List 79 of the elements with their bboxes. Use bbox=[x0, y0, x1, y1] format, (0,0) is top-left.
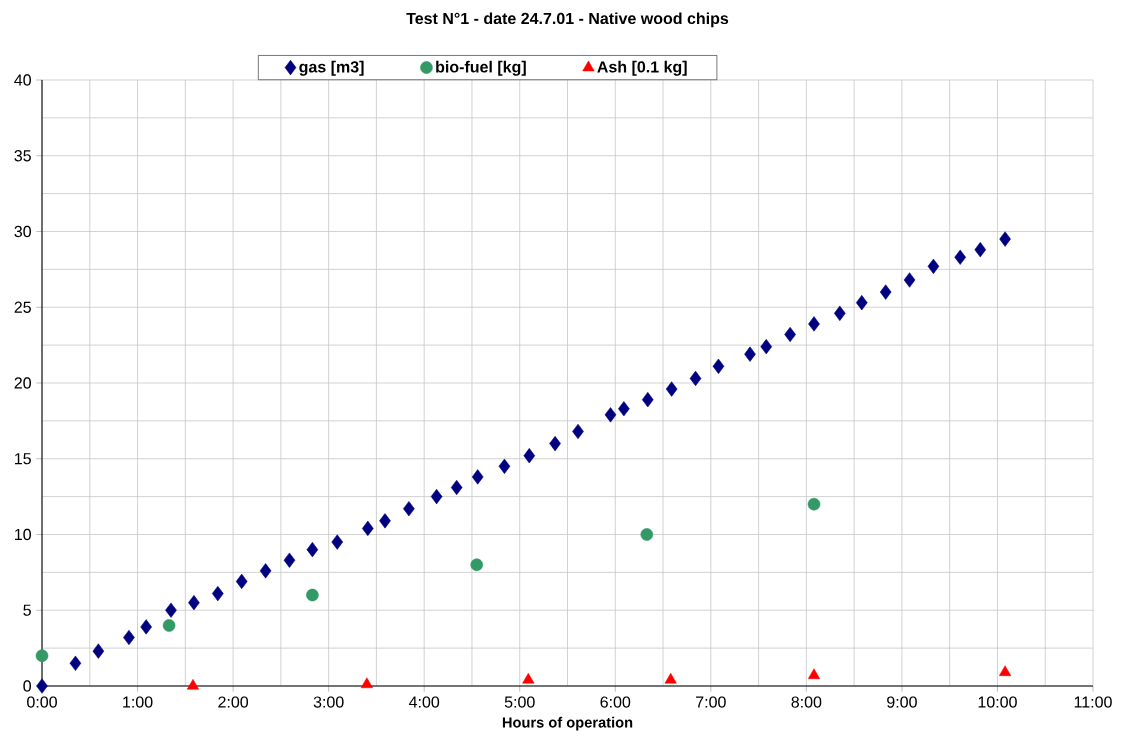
point bbox=[186, 679, 200, 690]
x-tick-label: 1:00 bbox=[123, 696, 153, 708]
y-tick-label: 10 bbox=[15, 528, 31, 541]
point bbox=[807, 497, 821, 511]
point bbox=[360, 677, 373, 689]
point bbox=[331, 534, 344, 550]
point bbox=[927, 258, 940, 274]
point bbox=[807, 668, 821, 679]
point bbox=[498, 458, 511, 474]
y-tick-label: 30 bbox=[14, 225, 31, 238]
x-tick-label: 6:00 bbox=[600, 696, 631, 708]
point bbox=[549, 435, 561, 452]
point bbox=[523, 448, 536, 464]
y-tick-label: 15 bbox=[15, 453, 31, 465]
point bbox=[471, 469, 484, 485]
point bbox=[879, 284, 892, 300]
point bbox=[641, 392, 654, 408]
point bbox=[165, 602, 177, 618]
point bbox=[604, 407, 617, 423]
x-tick-label: 7:00 bbox=[696, 696, 726, 708]
legend-label: bio-fuel [kg] bbox=[436, 60, 526, 76]
point bbox=[760, 339, 773, 355]
chart-title: Test N°1 - date 24.7.01 - Native wood chips bbox=[406, 12, 729, 28]
point bbox=[808, 316, 820, 332]
point bbox=[69, 655, 82, 671]
point bbox=[123, 629, 135, 646]
point bbox=[954, 249, 966, 265]
x-tick-label: 5:00 bbox=[504, 696, 535, 708]
x-tick-label: 0:00 bbox=[27, 696, 57, 708]
legend-label: Ash [0.1 kg] bbox=[597, 60, 687, 76]
point bbox=[362, 520, 374, 537]
point bbox=[430, 489, 443, 505]
point bbox=[903, 272, 916, 288]
point bbox=[689, 370, 702, 387]
legend-label: gas [m3] bbox=[299, 60, 364, 76]
point bbox=[856, 295, 868, 311]
point bbox=[712, 358, 725, 374]
point bbox=[665, 381, 678, 397]
x-tick-label: 4:00 bbox=[408, 696, 440, 708]
point bbox=[212, 585, 224, 602]
y-tick-label: 5 bbox=[23, 604, 31, 616]
x-tick-label: 9:00 bbox=[887, 696, 917, 708]
point bbox=[306, 588, 319, 602]
x-tick-label: 8:00 bbox=[791, 696, 822, 708]
point bbox=[640, 528, 654, 541]
point bbox=[188, 595, 200, 611]
point bbox=[664, 672, 677, 684]
point bbox=[522, 672, 535, 684]
point bbox=[784, 326, 796, 343]
point bbox=[999, 665, 1012, 676]
x-tick-label: 10:00 bbox=[978, 696, 1017, 708]
point bbox=[235, 573, 248, 590]
point bbox=[379, 513, 391, 529]
x-tick-label: 11:00 bbox=[1074, 696, 1112, 708]
point bbox=[92, 643, 105, 659]
point bbox=[618, 401, 630, 417]
point bbox=[572, 423, 584, 440]
y-tick-label: 0 bbox=[23, 680, 31, 692]
point bbox=[283, 552, 296, 568]
y-tick-label: 35 bbox=[14, 150, 31, 162]
point bbox=[259, 563, 272, 579]
point bbox=[999, 231, 1011, 247]
y-tick-label: 25 bbox=[14, 301, 31, 313]
x-tick-label: 3:00 bbox=[313, 696, 344, 708]
point bbox=[36, 678, 48, 694]
y-tick-label: 40 bbox=[14, 74, 31, 86]
point bbox=[450, 479, 463, 496]
point bbox=[35, 649, 49, 662]
point bbox=[470, 558, 483, 572]
x-axis-title: Hours of operation bbox=[502, 716, 633, 731]
y-tick-label: 20 bbox=[14, 377, 31, 389]
point bbox=[834, 305, 846, 321]
point bbox=[744, 346, 756, 362]
point bbox=[974, 242, 987, 258]
point bbox=[306, 542, 319, 558]
point bbox=[403, 501, 415, 517]
point bbox=[162, 619, 176, 632]
x-tick-label: 2:00 bbox=[218, 696, 249, 708]
point bbox=[140, 619, 152, 635]
